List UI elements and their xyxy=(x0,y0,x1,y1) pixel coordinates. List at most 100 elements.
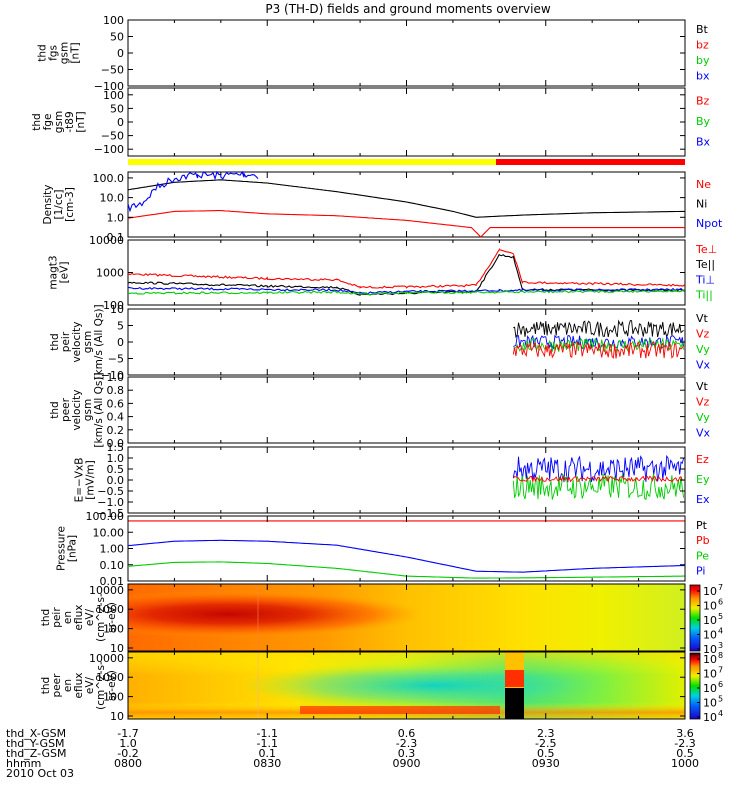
spectrogram-1 xyxy=(128,584,685,651)
y-axis-label: eflux xyxy=(73,605,85,631)
y-tick-label: 1.00 xyxy=(100,543,125,556)
y-axis-label: (cm^2-s- xyxy=(95,593,107,642)
y-axis-label: thd xyxy=(49,333,61,350)
y-tick-label: 50 xyxy=(110,102,124,115)
y-axis-label: E=−VxB xyxy=(74,458,86,503)
y-tick-label: 10 xyxy=(110,710,124,723)
footer-row-value: 0.5 xyxy=(537,747,555,760)
y-axis-label: Pressure xyxy=(56,526,68,571)
y-tick-label: −100 xyxy=(94,80,124,93)
y-tick-label: 0.0 xyxy=(107,437,125,450)
series-noise-blue xyxy=(512,454,685,483)
y-axis-label: -t89 xyxy=(64,111,76,132)
footer-row-label: hhmm xyxy=(6,757,41,770)
legend-Pi: Pi xyxy=(696,564,705,577)
y-tick-label: 0.6 xyxy=(107,397,125,410)
footer-row-value: 0930 xyxy=(532,757,560,770)
y-axis-label: thd xyxy=(49,401,61,418)
panel-peer-spectrogram: 10000 1000 100 10 thd peer en eflux eV/(cm^2-s-s… xyxy=(40,651,686,723)
legend-Ti⊥: Ti⊥ xyxy=(695,273,715,286)
footer-row-value: 0.6 xyxy=(398,727,416,740)
colorbar-label: 10 xyxy=(703,614,717,627)
panel-frame xyxy=(127,239,686,306)
legend-Te⊥: Te⊥ xyxy=(695,243,717,256)
y-axis-label: eV/ xyxy=(84,608,96,626)
y-tick-label: 1.0 xyxy=(107,452,125,465)
footer: thd_X-GSM -1.7 -1.1 0.6 2.3 3.6 thd_Y-GSM 1.0 -1… xyxy=(6,727,699,770)
colorbar-label: 10 xyxy=(703,629,717,642)
colorbar-exponent: 5 xyxy=(718,612,723,621)
legend-Ex: Ex xyxy=(696,493,710,506)
y-tick-label: 10000 xyxy=(89,584,124,597)
y-tick-label: 100 xyxy=(103,299,124,312)
y-tick-label: 10.00 xyxy=(93,526,125,539)
footer-row-value: -2.3 xyxy=(674,737,695,750)
footer-row-value: 0900 xyxy=(393,757,421,770)
y-tick-label: 10 xyxy=(110,642,124,655)
y-tick-label: 10000 xyxy=(89,234,124,247)
series-line-black xyxy=(127,254,686,296)
y-axis-label: [eV] xyxy=(59,262,71,284)
y-tick-label: −0.5 xyxy=(97,485,124,498)
spectrogram-2-gap-black xyxy=(505,688,524,719)
footer-row-label: thd_Y-GSM xyxy=(6,737,65,750)
legend-bx: bx xyxy=(696,69,710,82)
y-tick-label: 0.5 xyxy=(107,463,125,476)
footer-date: 2010 Oct 03 xyxy=(6,767,74,780)
spectrogram-2-low-band xyxy=(300,706,500,714)
footer-row-value: 0.1 xyxy=(259,747,277,760)
series-noise-green xyxy=(512,473,685,501)
panel-peir-spectrogram: 10000 1000 100 10 thd peir en eflux eV/(cm^2-s-s… xyxy=(40,583,686,655)
legend-Ez: Ez xyxy=(696,453,709,466)
y-tick-label: −5 xyxy=(108,353,124,366)
y-axis-label: [nT] xyxy=(70,42,82,63)
colorbar-label: 10 xyxy=(703,643,717,656)
y-tick-label: 0.8 xyxy=(107,384,125,397)
y-tick-label: −10 xyxy=(101,369,124,382)
panel-frame xyxy=(127,19,686,87)
chart-title: P3 (TH-D) fields and ground moments over… xyxy=(265,2,550,16)
series-noise-red xyxy=(512,475,684,484)
y-tick-label: 10000 xyxy=(89,652,124,665)
y-axis-label: [km/s (All Qs)] xyxy=(93,372,105,447)
series-line-red xyxy=(127,210,685,238)
y-tick-label: 0.2 xyxy=(107,424,125,437)
y-axis-label: peer xyxy=(51,673,63,698)
y-axis-label: (cm^2-s- xyxy=(95,661,107,710)
y-tick-label: 0.1 xyxy=(107,231,125,244)
y-tick-label: 1.0 xyxy=(107,211,125,224)
footer-row-value: 0800 xyxy=(114,757,142,770)
footer-row-value: -0.2 xyxy=(117,747,138,760)
y-tick-label: −50 xyxy=(101,64,124,77)
y-tick-label: −50 xyxy=(101,130,124,143)
footer-row-value: -1.1 xyxy=(257,737,278,750)
series-line-red xyxy=(127,247,686,289)
y-tick-label: 100 xyxy=(103,623,124,636)
legend-By: By xyxy=(696,115,711,128)
y-tick-label: 1000 xyxy=(96,267,124,280)
colorbar-exponent: 4 xyxy=(718,627,723,636)
y-tick-label: 0.01 xyxy=(100,575,125,588)
y-axis-label: en xyxy=(62,679,74,692)
y-tick-label: −1.0 xyxy=(97,496,124,509)
y-axis-label: eV/ xyxy=(84,676,96,694)
y-axis-label: [km/s (All Qs)] xyxy=(93,304,105,379)
legend-Pb: Pb xyxy=(696,534,710,547)
legend-bz: bz xyxy=(696,39,709,52)
panel-fgs-gsm: 100 50 0 −50 −100 thd fgs gsm [nT] Bt bz by bx xyxy=(37,14,710,93)
footer-row-value: 2.3 xyxy=(537,727,555,740)
series-line-blue xyxy=(127,539,686,573)
footer-row-value: 0830 xyxy=(253,757,281,770)
y-axis-label: fgs xyxy=(48,45,60,61)
legend-by: by xyxy=(696,54,710,67)
colorbar-label: 10 xyxy=(703,711,717,724)
footer-row-value: 3.6 xyxy=(676,727,694,740)
footer-row-value: 1.0 xyxy=(119,737,137,750)
y-axis-label: peir xyxy=(51,607,63,628)
legend-Vz: Vz xyxy=(696,328,710,341)
colorbar-exponent: 7 xyxy=(718,583,723,592)
y-tick-label: −100 xyxy=(94,143,124,156)
spectrogram-1-core xyxy=(128,584,685,651)
y-axis-label: [nPa] xyxy=(67,535,79,562)
